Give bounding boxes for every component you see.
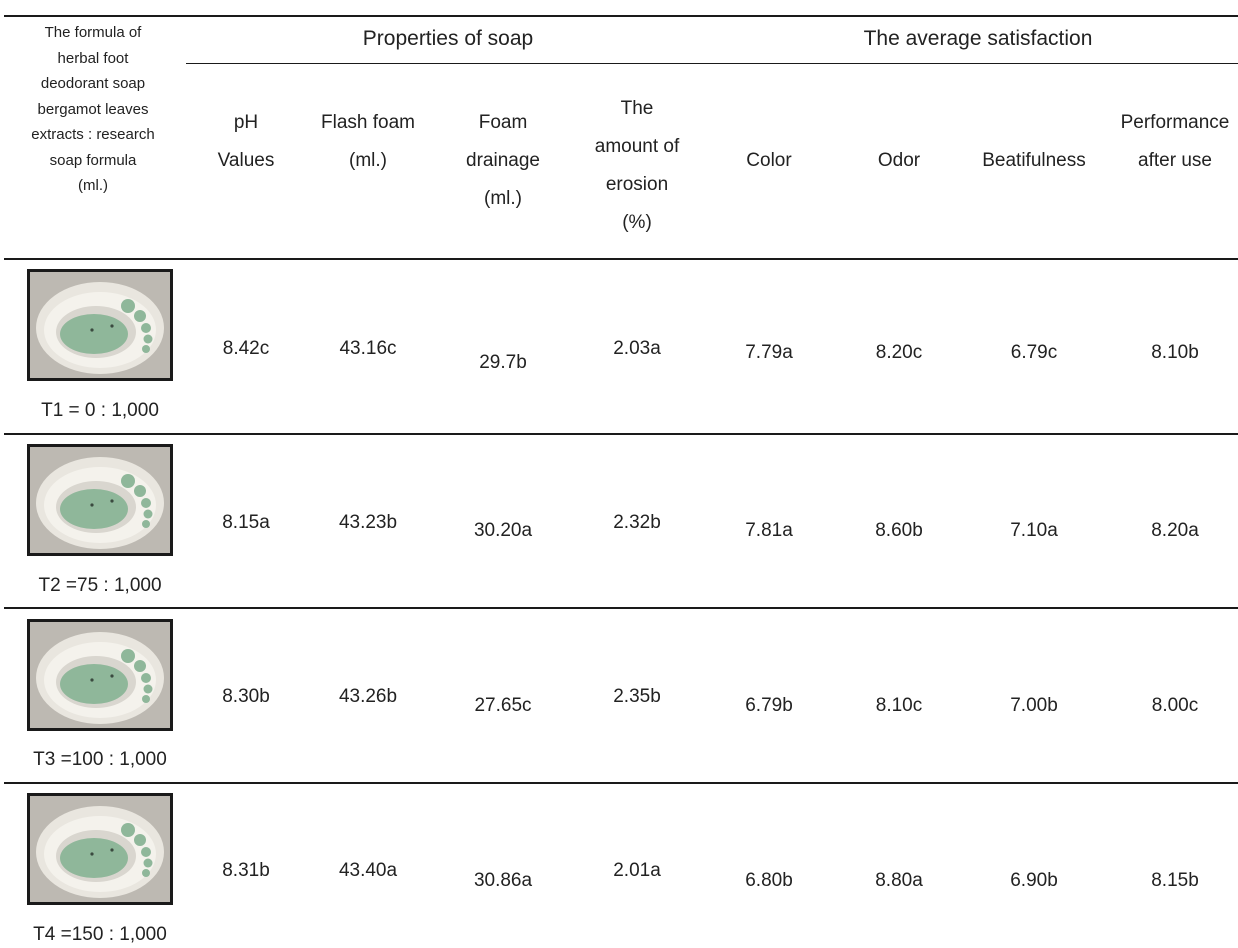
cell-foam-drainage-t2: 30.20a [473, 520, 533, 541]
cell-performance-t1: 8.10b [1151, 342, 1199, 363]
cell-color-t1: 7.79a [745, 342, 793, 363]
cell-erosion-t3: 2.35b [613, 686, 661, 707]
formula-column-header: The formula of herbal foot deodorant soa… [0, 20, 186, 199]
column-header-color: Color [746, 150, 792, 171]
soap-photo-t3 [27, 619, 173, 731]
cell-foam-drainage-t3: 27.65c [474, 695, 532, 716]
cell-odor-t4: 8.80a [875, 870, 923, 891]
formula-label-t3: T3 =100 : 1,000 [33, 749, 167, 770]
column-header-beatifulness: Beatifulness [982, 150, 1086, 171]
cell-flash-foam-t4: 43.40a [338, 860, 398, 881]
cell-odor-t1: 8.20c [875, 342, 923, 363]
row-divider-1 [4, 433, 1238, 435]
cell-erosion-t1: 2.03a [613, 338, 661, 359]
column-header-odor: Odor [877, 150, 921, 171]
group-header-satisfaction: The average satisfaction [863, 27, 1093, 50]
formula-label-t1: T1 = 0 : 1,000 [41, 400, 159, 421]
cell-erosion-t4: 2.01a [613, 860, 661, 881]
soap-photo-t1 [27, 269, 173, 381]
cell-color-t2: 7.81a [745, 520, 793, 541]
cell-color-t3: 6.79b [745, 695, 793, 716]
cell-ph-t3: 8.30b [222, 686, 270, 707]
top-rule [4, 15, 1238, 17]
soap-photo-t4 [27, 793, 173, 905]
formula-header-line: (ml.) [78, 177, 108, 194]
cell-performance-t4: 8.15b [1151, 870, 1199, 891]
formula-header-line: extracts : research [31, 126, 155, 143]
formula-header-line: soap formula [49, 151, 137, 169]
header-bottom-rule [4, 258, 1238, 260]
formula-header-line: bergamot leaves [37, 100, 149, 118]
column-header-ph: pH Values [217, 112, 275, 171]
row-divider-3 [4, 782, 1238, 784]
group-header-properties: Properties of soap [362, 27, 534, 50]
cell-performance-t2: 8.20a [1151, 520, 1199, 541]
group-rule [186, 63, 1238, 64]
cell-flash-foam-t3: 43.26b [338, 686, 398, 707]
formula-header-line: herbal foot [57, 49, 129, 67]
cell-odor-t3: 8.10c [875, 695, 923, 716]
cell-beatifulness-t3: 7.00b [1010, 695, 1058, 716]
column-header-performance: Performance after use [1120, 112, 1230, 171]
cell-flash-foam-t2: 43.23b [338, 512, 398, 533]
column-header-erosion: The amount of erosion (%) [594, 98, 680, 233]
formula-header-line: deodorant soap [40, 75, 146, 92]
cell-foam-drainage-t4: 30.86a [473, 870, 533, 891]
formula-label-t2: T2 =75 : 1,000 [38, 575, 162, 596]
formula-label-t4: T4 =150 : 1,000 [33, 924, 167, 945]
cell-beatifulness-t1: 6.79c [1010, 342, 1058, 363]
column-header-flash-foam: Flash foam (ml.) [321, 112, 415, 171]
cell-odor-t2: 8.60b [875, 520, 923, 541]
column-header-foam-drainage: Foam drainage (ml.) [466, 112, 540, 209]
cell-ph-t4: 8.31b [222, 860, 270, 881]
cell-erosion-t2: 2.32b [613, 512, 661, 533]
row-divider-2 [4, 607, 1238, 609]
cell-flash-foam-t1: 43.16c [339, 338, 397, 359]
formula-header-line: The formula of [44, 24, 142, 41]
cell-foam-drainage-t1: 29.7b [479, 352, 527, 373]
cell-color-t4: 6.80b [745, 870, 793, 891]
cell-beatifulness-t2: 7.10a [1010, 520, 1058, 541]
cell-ph-t2: 8.15a [222, 512, 270, 533]
cell-performance-t3: 8.00c [1151, 695, 1199, 716]
cell-beatifulness-t4: 6.90b [1010, 870, 1058, 891]
cell-ph-t1: 8.42c [222, 338, 270, 359]
soap-photo-t2 [27, 444, 173, 556]
